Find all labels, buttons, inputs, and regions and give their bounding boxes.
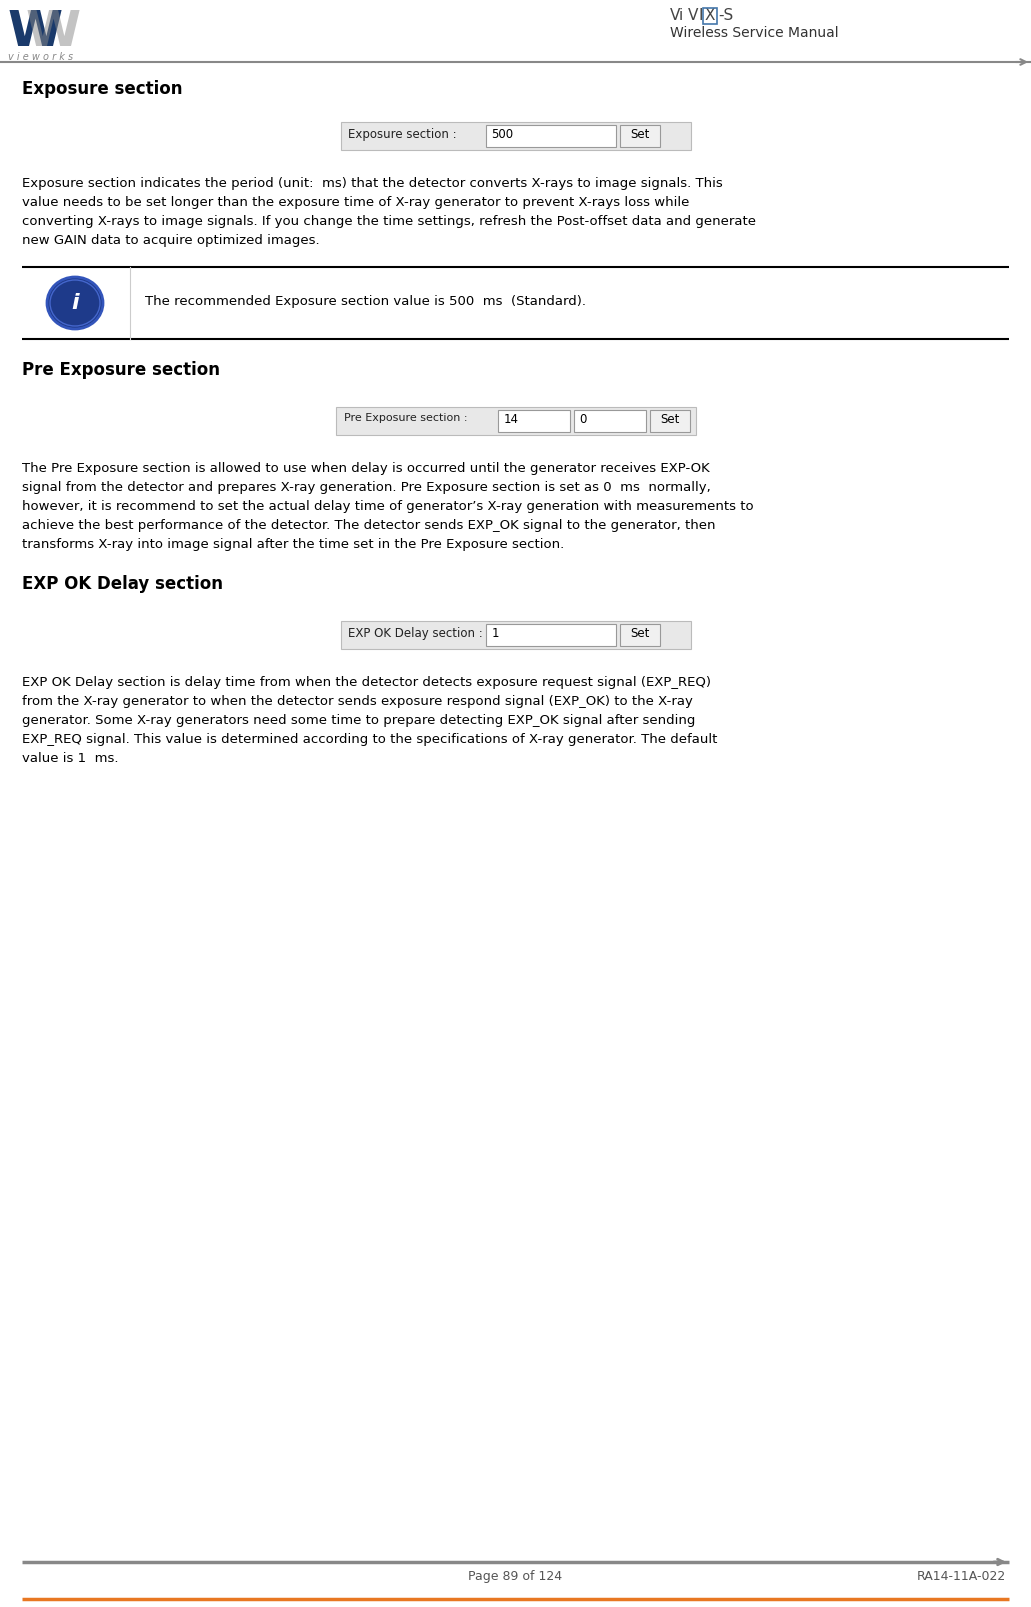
Ellipse shape	[47, 276, 103, 329]
Text: 0: 0	[579, 413, 587, 426]
Bar	[340, 620, 691, 649]
Bar	[498, 410, 569, 432]
Text: Page 89 of 124: Page 89 of 124	[468, 1570, 563, 1583]
Bar	[340, 122, 691, 149]
Text: EXP OK Delay section :: EXP OK Delay section :	[348, 627, 484, 640]
Bar	[620, 125, 660, 146]
Text: value is 1  ms.: value is 1 ms.	[22, 752, 119, 765]
Text: Set: Set	[630, 129, 650, 141]
Bar	[573, 410, 645, 432]
Text: EXP_REQ signal. This value is determined according to the specifications of X-ra: EXP_REQ signal. This value is determined…	[22, 733, 718, 746]
Bar	[620, 624, 660, 646]
Text: transforms X-ray into image signal after the time set in the Pre Exposure sectio: transforms X-ray into image signal after…	[22, 538, 564, 551]
Text: 14: 14	[503, 413, 519, 426]
Bar	[650, 410, 690, 432]
Text: Pre Exposure section: Pre Exposure section	[22, 362, 220, 379]
Text: new GAIN data to acquire optimized images.: new GAIN data to acquire optimized image…	[22, 235, 320, 247]
Text: The Pre Exposure section is allowed to use when delay is occurred until the gene: The Pre Exposure section is allowed to u…	[22, 461, 709, 476]
Text: however, it is recommend to set the actual delay time of generator’s X-ray gener: however, it is recommend to set the actu…	[22, 500, 754, 513]
Text: X: X	[705, 8, 716, 22]
Bar	[486, 125, 616, 146]
Text: I: I	[698, 8, 702, 22]
Text: from the X-ray generator to when the detector sends exposure respond signal (EXP: from the X-ray generator to when the det…	[22, 694, 693, 709]
Text: W: W	[26, 8, 81, 56]
Text: Exposure section :: Exposure section :	[348, 129, 457, 141]
Text: W: W	[8, 8, 63, 56]
Bar	[703, 8, 717, 24]
Text: v i e w o r k s: v i e w o r k s	[8, 51, 73, 63]
Text: Set: Set	[630, 627, 650, 640]
Text: Set: Set	[660, 413, 679, 426]
Text: RA14-11A-022: RA14-11A-022	[917, 1570, 1006, 1583]
Text: 500: 500	[492, 129, 513, 141]
Text: signal from the detector and prepares X-ray generation. Pre Exposure section is : signal from the detector and prepares X-…	[22, 480, 710, 493]
Text: generator. Some X-ray generators need some time to prepare detecting EXP_OK sign: generator. Some X-ray generators need so…	[22, 714, 695, 726]
Text: value needs to be set longer than the exposure time of X-ray generator to preven: value needs to be set longer than the ex…	[22, 196, 690, 209]
Text: achieve the best performance of the detector. The detector sends EXP_OK signal t: achieve the best performance of the dete…	[22, 519, 716, 532]
Text: 1: 1	[492, 627, 499, 640]
Text: The recommended Exposure section value is 500  ms  (Standard).: The recommended Exposure section value i…	[145, 296, 586, 309]
Bar	[335, 407, 696, 435]
Text: EXP OK Delay section is delay time from when the detector detects exposure reque: EXP OK Delay section is delay time from …	[22, 677, 711, 689]
Text: i: i	[71, 292, 78, 313]
Text: converting X-rays to image signals. If you change the time settings, refresh the: converting X-rays to image signals. If y…	[22, 215, 756, 228]
Text: EXP OK Delay section: EXP OK Delay section	[22, 575, 223, 593]
Bar	[486, 624, 616, 646]
Text: Vi: Vi	[670, 8, 685, 22]
Text: Exposure section indicates the period (unit:  ms) that the detector converts X-r: Exposure section indicates the period (u…	[22, 177, 723, 190]
Text: Pre Exposure section :: Pre Exposure section :	[343, 413, 467, 423]
Text: Wireless Service Manual: Wireless Service Manual	[670, 26, 838, 40]
Text: Exposure section: Exposure section	[22, 80, 182, 98]
Text: -S: -S	[718, 8, 733, 22]
Text: V: V	[688, 8, 698, 22]
